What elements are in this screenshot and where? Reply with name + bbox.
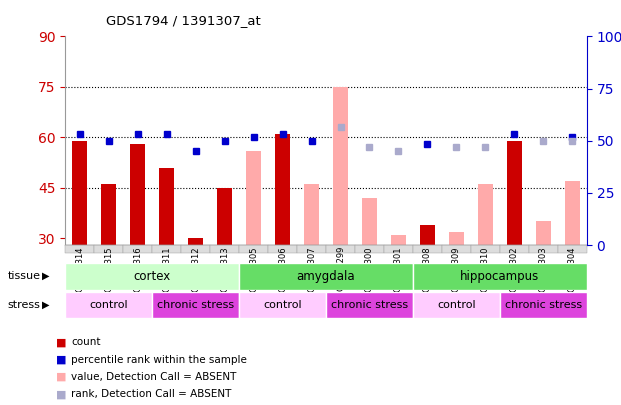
FancyBboxPatch shape [239,245,268,254]
Bar [275,134,290,245]
FancyBboxPatch shape [355,245,384,254]
FancyBboxPatch shape [65,263,239,290]
Text: chronic stress: chronic stress [505,300,582,310]
Text: GSM53316: GSM53316 [133,246,142,292]
Text: GSM53301: GSM53301 [394,246,403,292]
Text: GSM53310: GSM53310 [481,246,490,292]
Text: GSM53307: GSM53307 [307,246,316,292]
Text: GSM53306: GSM53306 [278,246,287,292]
Text: ▶: ▶ [42,271,50,281]
Bar [73,141,87,245]
Bar [391,235,406,245]
FancyBboxPatch shape [65,245,94,254]
Text: GSM53309: GSM53309 [452,246,461,292]
Text: ■: ■ [56,337,66,347]
Bar [160,168,174,245]
Text: GSM53312: GSM53312 [191,246,200,292]
FancyBboxPatch shape [123,245,152,254]
Text: control: control [437,300,476,310]
FancyBboxPatch shape [413,245,442,254]
Text: control: control [89,300,128,310]
Text: GSM53313: GSM53313 [220,246,229,292]
FancyBboxPatch shape [500,245,529,254]
Text: stress: stress [7,300,40,309]
FancyBboxPatch shape [500,292,587,318]
Text: ▶: ▶ [42,300,50,309]
Text: GSM53304: GSM53304 [568,246,577,292]
Bar [304,184,319,245]
Text: rank, Detection Call = ABSENT: rank, Detection Call = ABSENT [71,390,232,399]
FancyBboxPatch shape [94,245,123,254]
Text: GSM53299: GSM53299 [336,246,345,292]
FancyBboxPatch shape [297,245,326,254]
Bar [536,222,551,245]
Text: GSM53308: GSM53308 [423,246,432,292]
Text: control: control [263,300,302,310]
Text: GSM53314: GSM53314 [75,246,84,292]
Bar [101,184,116,245]
FancyBboxPatch shape [210,245,239,254]
FancyBboxPatch shape [239,292,326,318]
Bar [130,144,145,245]
FancyBboxPatch shape [442,245,471,254]
Bar [507,141,522,245]
FancyBboxPatch shape [529,245,558,254]
Text: hippocampus: hippocampus [460,270,540,283]
FancyBboxPatch shape [326,245,355,254]
FancyBboxPatch shape [471,245,500,254]
FancyBboxPatch shape [384,245,413,254]
Text: GSM53302: GSM53302 [510,246,519,292]
Text: amygdala: amygdala [297,270,355,283]
FancyBboxPatch shape [413,292,500,318]
Bar [333,87,348,245]
FancyBboxPatch shape [413,263,587,290]
Bar [247,151,261,245]
Text: GSM53303: GSM53303 [539,246,548,292]
Text: value, Detection Call = ABSENT: value, Detection Call = ABSENT [71,372,237,382]
Text: count: count [71,337,101,347]
FancyBboxPatch shape [152,292,239,318]
Text: GSM53311: GSM53311 [162,246,171,292]
Text: GSM53315: GSM53315 [104,246,113,292]
Text: chronic stress: chronic stress [157,300,234,310]
Bar [565,181,579,245]
FancyBboxPatch shape [239,263,413,290]
Bar [478,184,492,245]
Text: GSM53305: GSM53305 [249,246,258,292]
Bar [420,225,435,245]
FancyBboxPatch shape [65,292,152,318]
Text: cortex: cortex [134,270,171,283]
FancyBboxPatch shape [558,245,587,254]
Text: GDS1794 / 1391307_at: GDS1794 / 1391307_at [106,14,260,27]
Bar [362,198,377,245]
FancyBboxPatch shape [268,245,297,254]
Bar [217,188,232,245]
Text: percentile rank within the sample: percentile rank within the sample [71,355,247,364]
FancyBboxPatch shape [152,245,181,254]
Bar [188,238,203,245]
Text: chronic stress: chronic stress [331,300,408,310]
FancyBboxPatch shape [181,245,210,254]
FancyBboxPatch shape [326,292,413,318]
Text: ■: ■ [56,390,66,399]
Bar [449,232,464,245]
Text: GSM53300: GSM53300 [365,246,374,292]
Text: ■: ■ [56,372,66,382]
Text: tissue: tissue [7,271,40,281]
Text: ■: ■ [56,355,66,364]
